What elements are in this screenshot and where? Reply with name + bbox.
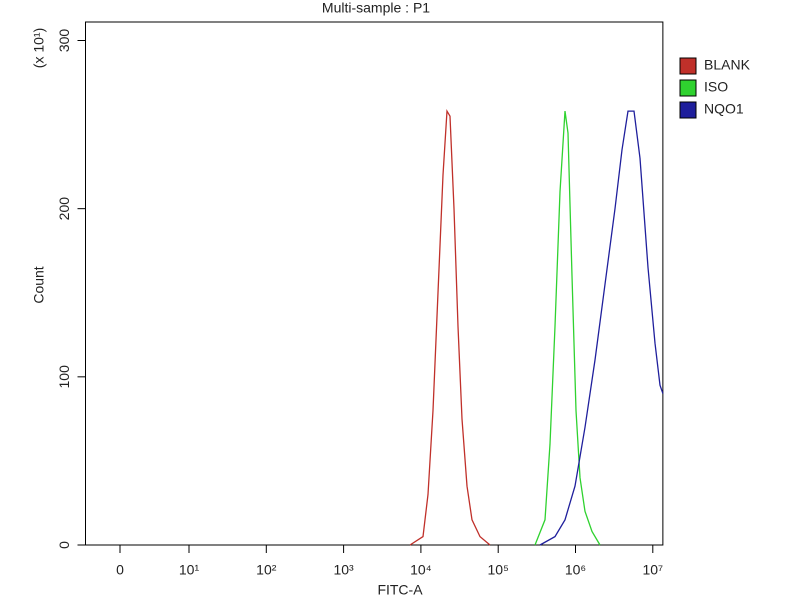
legend-swatch	[679, 57, 697, 75]
plot-frame	[85, 21, 664, 546]
x-tick-label: 0	[116, 562, 124, 578]
series-line	[539, 110, 664, 546]
y-tick-label: 100	[56, 365, 72, 389]
y-tick-label: 0	[56, 541, 72, 549]
x-tick-label: 10⁶	[565, 562, 586, 578]
legend-label: NQO1	[704, 101, 744, 117]
legend-label: BLANK	[704, 57, 751, 73]
x-tick-label: 10⁷	[642, 562, 663, 578]
y-tick-label: 200	[56, 197, 72, 221]
legend-swatch	[679, 101, 697, 119]
x-tick-label: 10²	[256, 562, 277, 578]
x-tick-label: 10⁴	[410, 562, 432, 578]
x-tick-label: 10¹	[179, 562, 200, 578]
series-line	[534, 111, 601, 546]
legend-label: ISO	[704, 79, 728, 95]
chart-title: Multi-sample : P1	[322, 0, 430, 16]
y-multiplier: (x 10¹)	[31, 28, 47, 68]
x-tick-label: 10³	[333, 562, 354, 578]
y-axis-label: Count	[31, 266, 47, 303]
x-tick-label: 10⁵	[488, 562, 509, 578]
y-tick-label: 300	[56, 29, 72, 53]
x-axis-label: FITC-A	[377, 582, 423, 598]
series-line	[409, 108, 491, 546]
legend-swatch	[679, 79, 697, 97]
